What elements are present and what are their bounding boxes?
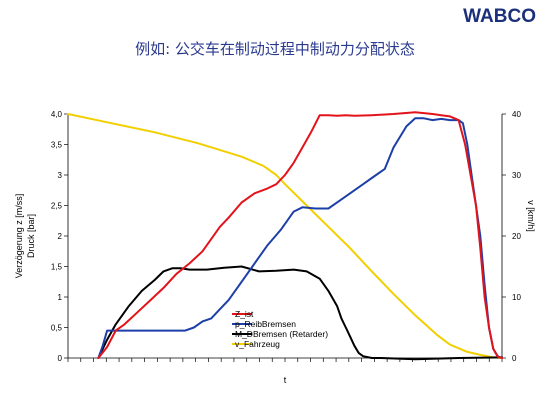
y-left-tick-label: 3,5	[51, 141, 63, 150]
y-left-tick-label: 0,5	[51, 324, 63, 333]
legend-label: v_Fahrzeug	[235, 339, 280, 349]
legend-label: Z_ist	[235, 309, 254, 319]
series-layer	[67, 111, 503, 361]
y-axis-left-label: Druck [bar]	[26, 214, 36, 258]
y-left-tick-label: 4,0	[51, 110, 63, 119]
y-axis-left-label: Verzögerung z [m/ss]	[14, 194, 24, 279]
y-right-tick-label: 10	[512, 293, 521, 302]
y-left-tick-label: 0	[58, 354, 63, 363]
y-left-tick-label: 1	[58, 293, 63, 302]
y-right-tick-label: 0	[512, 354, 517, 363]
y-right-tick-label: 40	[512, 110, 521, 119]
y-left-tick-label: 3	[58, 171, 63, 180]
wabco-logo: WABCO	[463, 6, 536, 27]
legend-label: p_ReibBremsen	[235, 319, 296, 329]
y-right-tick-label: 20	[512, 232, 521, 241]
y-right-tick-label: 30	[512, 171, 521, 180]
series-line-v-fahrzeug	[67, 113, 503, 359]
y-left-tick-label: 2,5	[51, 202, 63, 211]
series-line-z-ist	[97, 111, 503, 359]
x-axis-label: t	[284, 375, 287, 385]
y-left-tick-label: 1,5	[51, 263, 63, 272]
y-left-tick-label: 2	[58, 232, 63, 241]
slide-title: 例如: 公交车在制动过程中制动力分配状态	[135, 40, 415, 58]
series-line-m-dbremsen-retarder-	[97, 265, 503, 361]
series-line-p-reibbremsen	[97, 117, 503, 359]
y-axis-right-label: v [km/h]	[526, 200, 536, 232]
legend-label: M_DBremsen (Retarder)	[235, 329, 328, 339]
